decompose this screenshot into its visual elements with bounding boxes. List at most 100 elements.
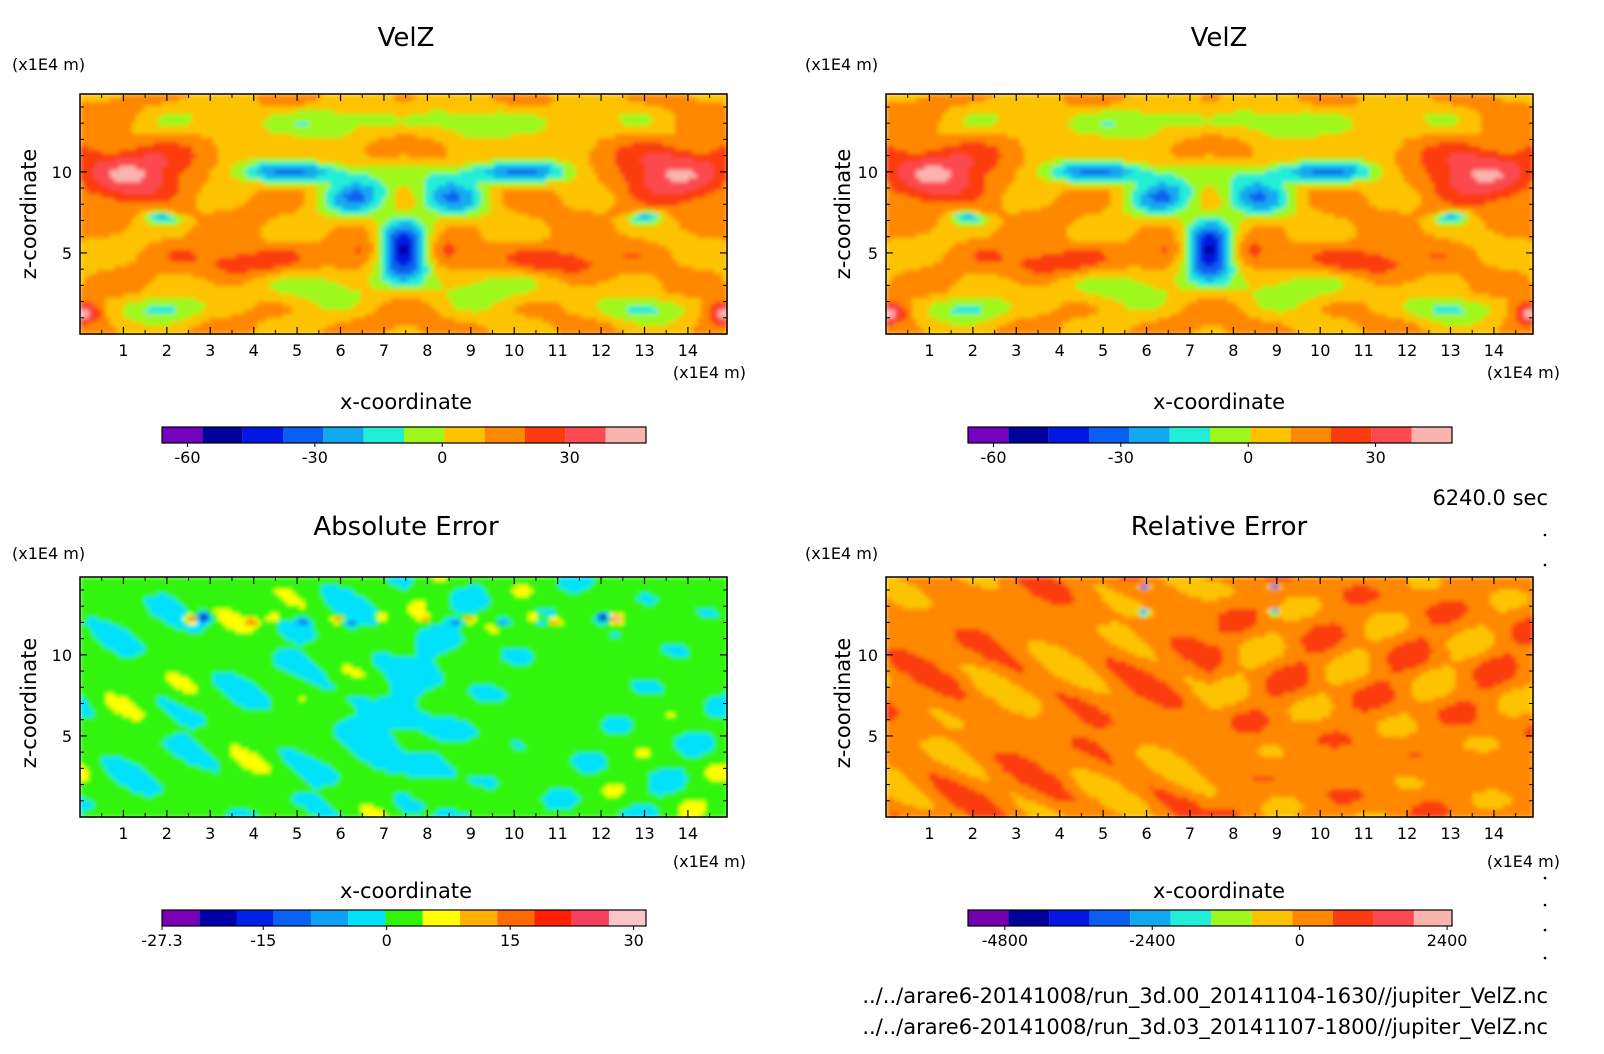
contour-cell: [106, 114, 111, 119]
contour-cell: [520, 98, 525, 103]
contour-cell: [442, 106, 447, 111]
contour-cell: [334, 122, 339, 127]
contour-cell: [196, 98, 201, 103]
contour-cell: [542, 118, 547, 123]
contour-cell: [373, 98, 378, 103]
contour-cell: [356, 106, 361, 111]
contour-cell: [442, 118, 447, 123]
contour-cell: [218, 122, 223, 127]
contour-cell: [140, 122, 145, 127]
contour-cell: [567, 114, 572, 119]
contour-cell: [343, 114, 348, 119]
contour-cell: [209, 118, 214, 123]
contour-cell: [455, 98, 460, 103]
contour-cell: [102, 118, 107, 123]
contour-cell: [714, 118, 719, 123]
contour-cell: [382, 114, 387, 119]
chart-title: VelZ: [378, 23, 435, 53]
contour-cell: [438, 110, 443, 115]
contour-cell: [97, 102, 102, 107]
contour-cell: [227, 110, 232, 115]
contour-cell: [404, 114, 409, 119]
contour-cell: [399, 106, 404, 111]
contour-cell: [140, 102, 145, 107]
contour-cell: [619, 106, 624, 111]
contour-cell: [589, 114, 594, 119]
contour-cell: [688, 114, 693, 119]
contour-cell: [490, 118, 495, 123]
contour-cell: [192, 98, 197, 103]
contour-cell: [473, 106, 478, 111]
contour-cell: [369, 102, 374, 107]
contour-cell: [162, 122, 167, 127]
contour-cell: [395, 114, 400, 119]
contour-cell: [451, 106, 456, 111]
contour-cell: [537, 102, 542, 107]
contour-cell: [304, 106, 309, 111]
contour-cell: [675, 98, 680, 103]
contour-cell: [714, 106, 719, 111]
contour-cell: [520, 118, 525, 123]
contour-cell: [391, 106, 396, 111]
contour-cell: [576, 110, 581, 115]
contour-cell: [550, 98, 555, 103]
contour-cell: [460, 102, 465, 107]
contour-cell: [391, 110, 396, 115]
contour-cell: [438, 118, 443, 123]
contour-cell: [399, 118, 404, 123]
contour-cell: [123, 114, 128, 119]
contour-cell: [451, 114, 456, 119]
contour-cell: [567, 106, 572, 111]
contour-cell: [153, 98, 158, 103]
contour-cell: [136, 98, 141, 103]
contour-cell: [283, 102, 288, 107]
contour-cell: [473, 114, 478, 119]
contour-cell: [140, 114, 145, 119]
contour-cell: [533, 106, 538, 111]
contour-cell: [196, 106, 201, 111]
contour-cell: [162, 110, 167, 115]
contour-cell: [503, 118, 508, 123]
contour-cell: [554, 114, 559, 119]
contour-cell: [110, 98, 115, 103]
contour-cell: [606, 114, 611, 119]
contour-cell: [89, 110, 94, 115]
contour-cell: [244, 106, 249, 111]
contour-cell: [127, 118, 132, 123]
contour-cell: [248, 114, 253, 119]
contour-cell: [386, 114, 391, 119]
contour-cell: [119, 118, 124, 123]
contour-cell: [106, 110, 111, 115]
contour-cell: [490, 98, 495, 103]
contour-cell: [382, 122, 387, 127]
contour-cell: [429, 114, 434, 119]
contour-cell: [205, 98, 210, 103]
contour-cell: [697, 114, 702, 119]
contour-cell: [658, 118, 663, 123]
contour-cell: [567, 122, 572, 127]
contour-cell: [184, 98, 189, 103]
contour-cell: [399, 114, 404, 119]
contour-cell: [447, 110, 452, 115]
contour-cell: [408, 118, 413, 123]
contour-cell: [153, 110, 158, 115]
contour-cell: [494, 118, 499, 123]
contour-cell: [115, 106, 120, 111]
contour-cell: [632, 110, 637, 115]
contour-cell: [550, 122, 555, 127]
contour-cell: [451, 118, 456, 123]
contour-cell: [572, 106, 577, 111]
contour-cell: [360, 122, 365, 127]
contour-cell: [503, 122, 508, 127]
contour-cell: [498, 114, 503, 119]
contour-cell: [619, 118, 624, 123]
contour-cell: [438, 98, 443, 103]
contour-cell: [378, 110, 383, 115]
contour-cell: [649, 102, 654, 107]
contour-cell: [632, 106, 637, 111]
contour-cell: [636, 118, 641, 123]
contour-cell: [520, 106, 525, 111]
contour-cell: [132, 114, 137, 119]
contour-cell: [291, 106, 296, 111]
contour-cell: [533, 110, 538, 115]
